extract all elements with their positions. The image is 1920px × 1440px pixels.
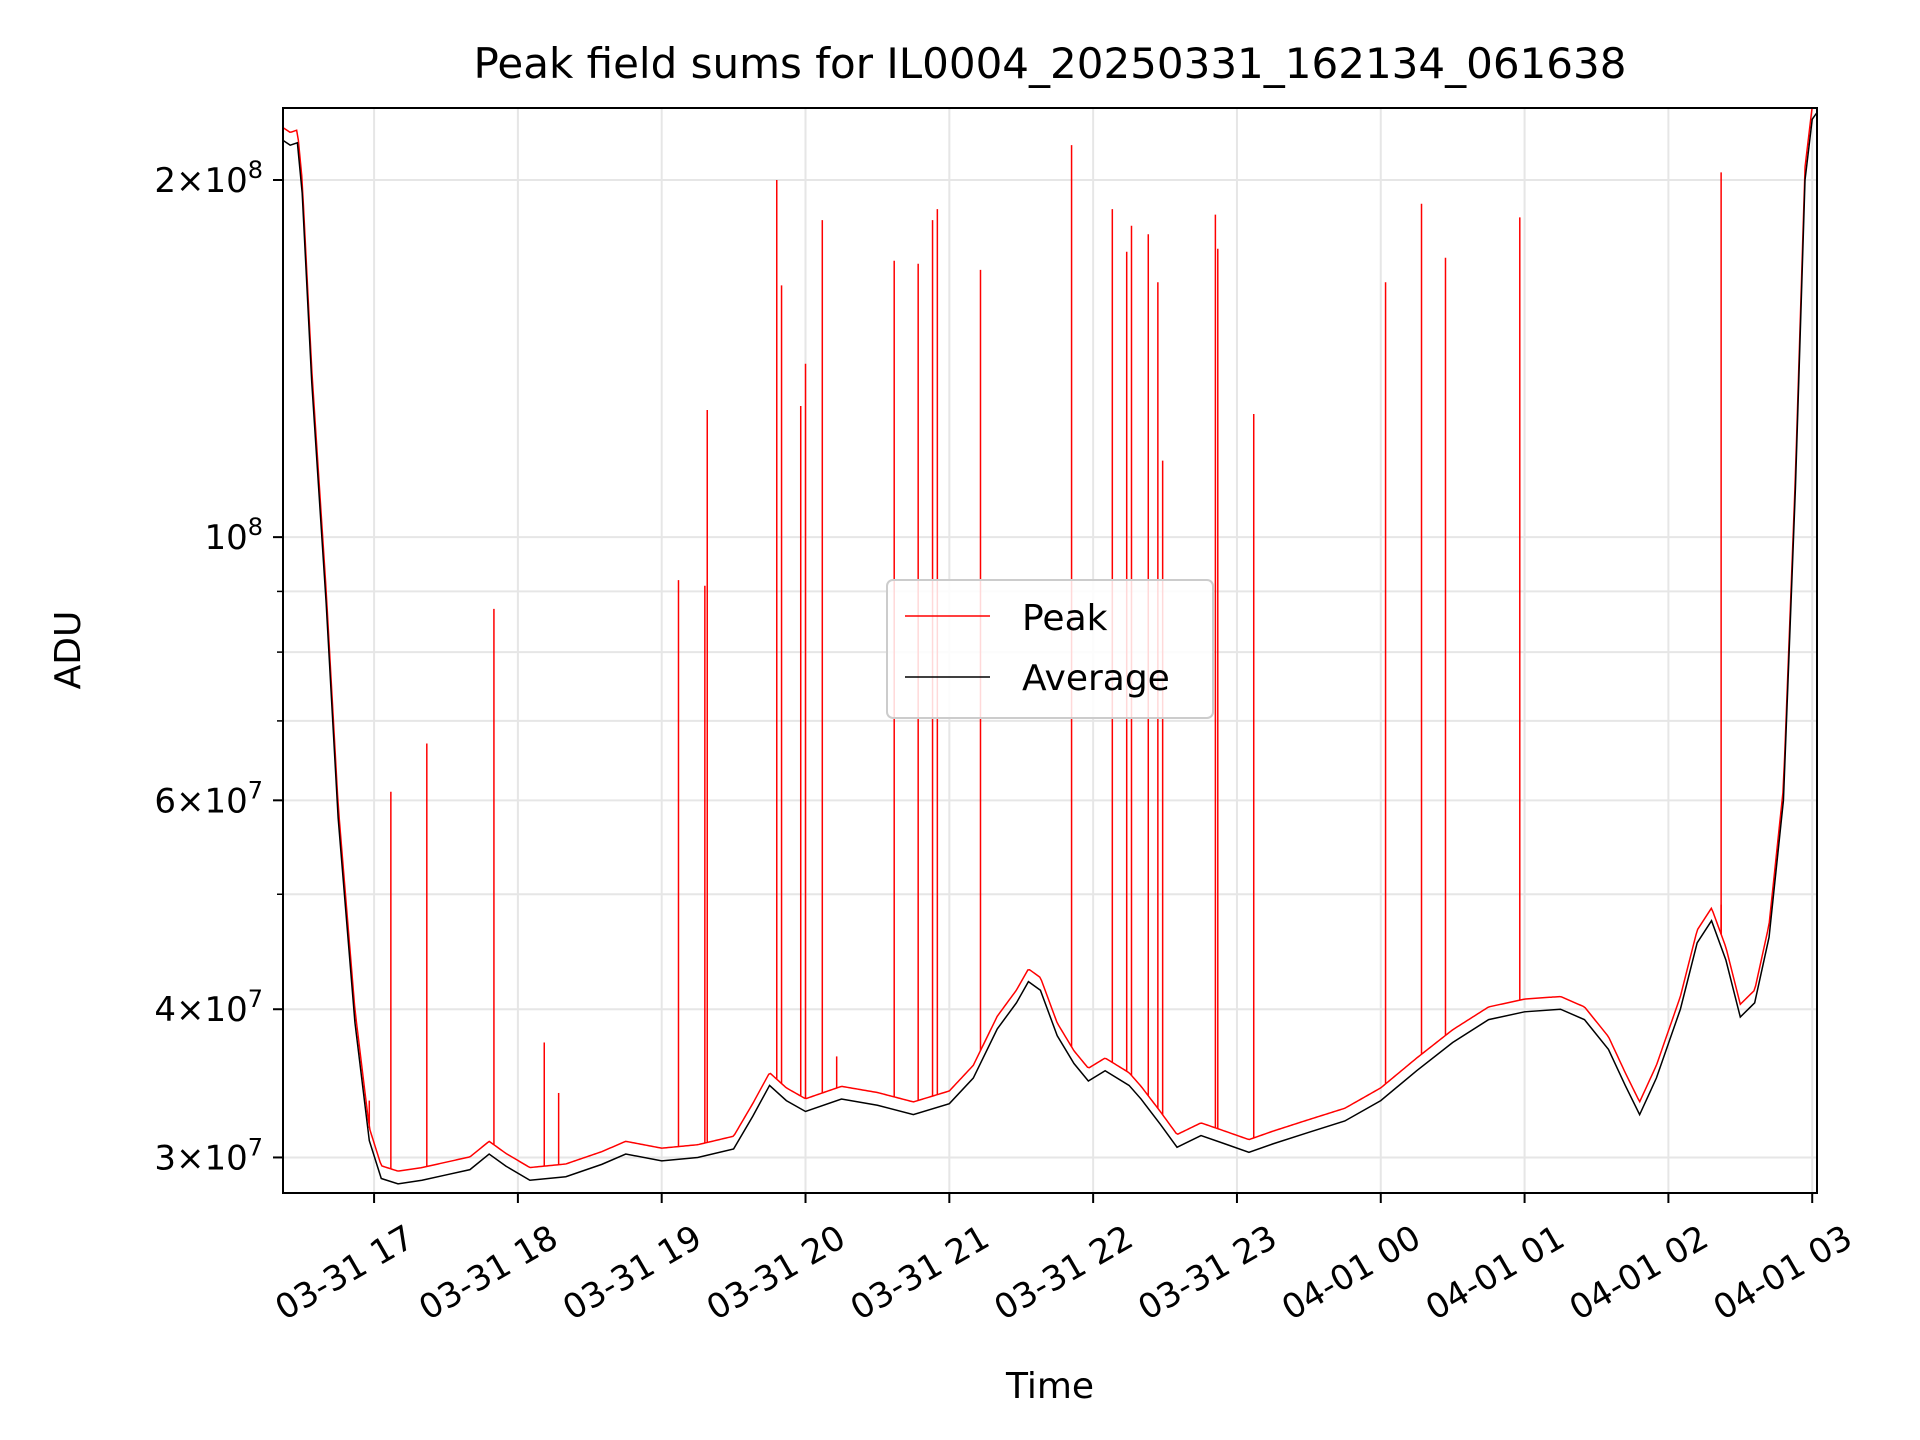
x-tick-label: 04-01 01	[1419, 1218, 1571, 1329]
legend: Peak Average	[886, 579, 1214, 719]
y-tick-label: 2×108	[154, 156, 263, 201]
y-tick-label: 6×107	[154, 776, 263, 821]
x-tick-label: 03-31 17	[269, 1218, 421, 1329]
x-axis-label: Time	[1005, 1366, 1094, 1407]
y-axis-label: ADU	[48, 611, 89, 690]
y-tick-label: 108	[204, 513, 263, 558]
chart-title: Peak field sums for IL0004_20250331_1621…	[474, 39, 1627, 88]
x-tick-label: 04-01 00	[1275, 1218, 1427, 1329]
legend-peak-label: Peak	[1022, 598, 1108, 639]
plot-frame	[282, 107, 1818, 1194]
x-tick-label: 03-31 21	[844, 1218, 996, 1329]
average-series-line	[283, 112, 1817, 1185]
x-tick-label: 03-31 23	[1131, 1218, 1283, 1329]
y-axis: 3×107 4×107 6×107 108 2×108	[154, 156, 283, 1178]
legend-box	[886, 579, 1214, 719]
x-tick-label: 03-31 22	[988, 1218, 1140, 1329]
plot-area	[283, 108, 1817, 1185]
legend-average-label: Average	[1022, 658, 1170, 699]
x-tick-label: 03-31 18	[412, 1218, 564, 1329]
x-tick-label: 04-01 02	[1563, 1218, 1715, 1329]
y-tick-label: 4×107	[154, 985, 263, 1030]
x-tick-label: 03-31 20	[700, 1218, 852, 1329]
y-tick-label: 3×107	[154, 1133, 263, 1178]
x-tick-label: 03-31 19	[556, 1218, 708, 1329]
x-tick-label: 04-01 03	[1707, 1218, 1859, 1329]
peak-series-line	[283, 108, 1814, 1172]
